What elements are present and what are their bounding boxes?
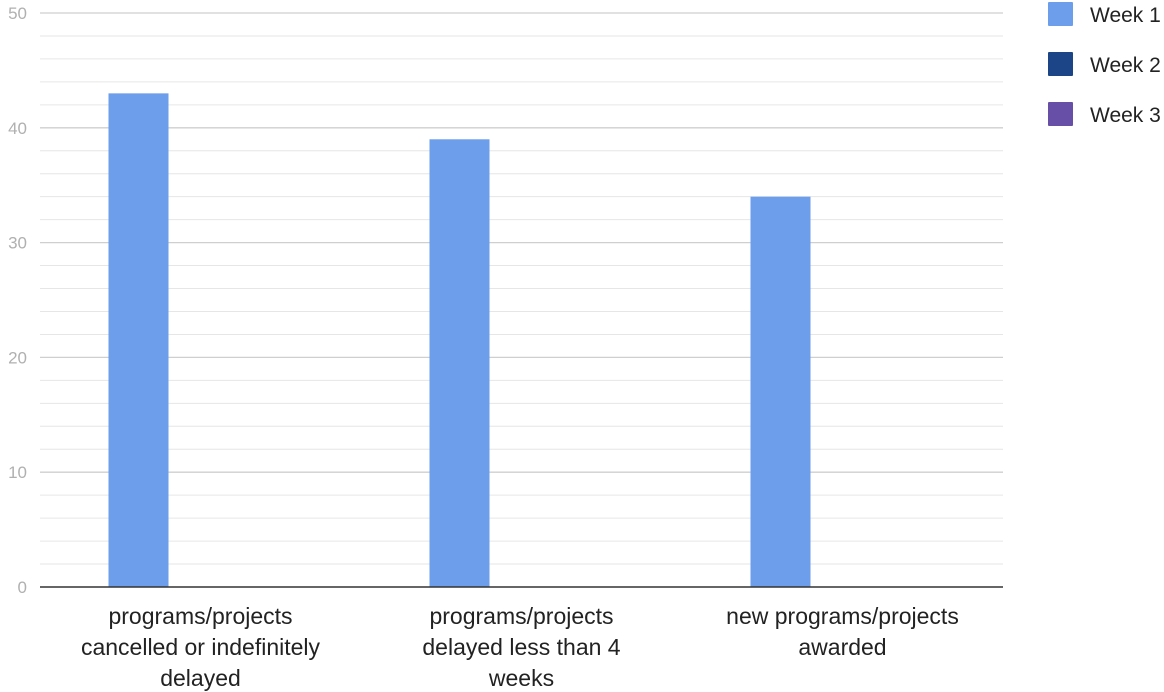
x-category-label: awarded — [798, 634, 886, 660]
y-tick-label: 0 — [18, 578, 27, 597]
legend-label: Week 3 — [1090, 104, 1161, 127]
legend-swatch — [1048, 102, 1073, 126]
legend-label: Week 2 — [1090, 54, 1161, 77]
y-axis-tick-labels: 0 10 20 30 40 50 — [8, 4, 27, 597]
legend-swatch — [1048, 2, 1073, 26]
y-tick-label: 20 — [8, 348, 27, 367]
x-category-label: delayed — [160, 665, 241, 691]
bar — [750, 196, 811, 587]
x-category-label: new programs/projects — [726, 603, 959, 629]
y-tick-label: 40 — [8, 119, 27, 138]
y-tick-label: 10 — [8, 463, 27, 482]
x-category-label: programs/projects — [429, 603, 613, 629]
legend: Week 1 Week 2 Week 3 — [1048, 2, 1161, 127]
bars — [108, 93, 811, 588]
x-category-label: delayed less than 4 — [422, 634, 620, 660]
legend-label: Week 1 — [1090, 4, 1161, 27]
y-tick-label: 30 — [8, 234, 27, 253]
bar — [429, 139, 490, 587]
x-category-label: programs/projects — [108, 603, 292, 629]
gridlines — [40, 12, 1003, 565]
y-tick-label: 50 — [8, 4, 27, 23]
x-category-label: weeks — [488, 665, 554, 691]
x-category-label: cancelled or indefinitely — [81, 634, 321, 660]
x-axis-category-labels: programs/projects cancelled or indefinite… — [81, 603, 959, 691]
bar — [108, 93, 169, 588]
legend-swatch — [1048, 52, 1073, 76]
